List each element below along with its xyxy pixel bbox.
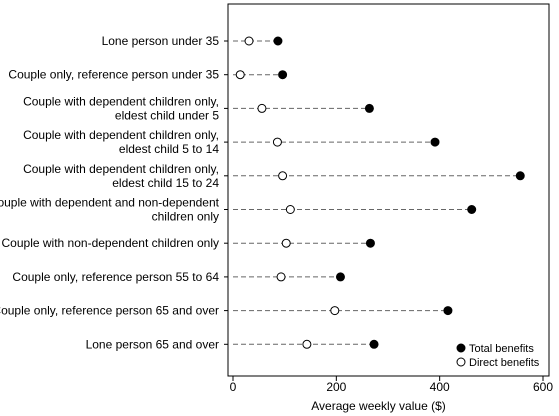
x-axis: 0 200 400 600 [230, 376, 553, 394]
direct-benefits-point [244, 36, 254, 46]
category-row: Couple with dependent children only, elde… [23, 128, 440, 156]
direct-benefits-point [272, 137, 282, 147]
category-label: Couple with dependent and non-dependent c… [0, 196, 220, 224]
direct-benefits-point [302, 339, 312, 349]
category-row: Couple only, reference person 65 and ove… [0, 304, 453, 318]
total-benefits-point [515, 171, 525, 181]
legend-marker [456, 357, 466, 367]
direct-benefits-point [235, 70, 245, 80]
category-label: Lone person 65 and over [86, 337, 219, 351]
total-benefits-point [443, 306, 453, 316]
total-benefits-point [335, 272, 345, 282]
category-row: Couple with dependent children only, elde… [23, 94, 374, 122]
category-row: Couple only, reference person under 35 [8, 68, 288, 82]
total-benefits-point [278, 70, 288, 80]
category-row: Couple only, reference person 55 to 64 [12, 270, 345, 284]
x-tick-label: 400 [430, 380, 450, 394]
category-label: Couple only, reference person under 35 [8, 68, 219, 82]
legend-direct-benefits: Direct benefits [456, 357, 540, 369]
x-axis-title: Average weekly value ($) [311, 399, 446, 413]
legend-total-benefits: Total benefits [456, 343, 534, 355]
direct-benefits-point [330, 306, 340, 316]
legend-label: Total benefits [469, 343, 534, 355]
category-row: Couple with non-dependent children only [2, 236, 375, 250]
direct-benefits-point [281, 238, 291, 248]
category-label: Couple with dependent children only, elde… [23, 128, 219, 156]
total-benefits-point [430, 137, 440, 147]
total-benefits-point [365, 238, 375, 248]
total-benefits-point [369, 339, 379, 349]
legend-label: Direct benefits [469, 357, 540, 369]
category-row: Lone person 65 and over [86, 337, 379, 351]
x-tick-label: 0 [230, 380, 237, 394]
category-row: Couple with dependent and non-dependent c… [0, 196, 477, 224]
legend-marker [456, 343, 466, 353]
x-tick-label: 200 [326, 380, 346, 394]
category-row: Couple with dependent children only, elde… [23, 162, 525, 190]
direct-benefits-point [278, 171, 288, 181]
direct-benefits-point [285, 205, 295, 214]
chart-rows: Lone person under 35 Couple only, referen… [0, 34, 525, 351]
total-benefits-point [467, 205, 477, 214]
plot-border [227, 3, 550, 377]
total-benefits-point [273, 36, 283, 46]
category-label: Lone person under 35 [102, 34, 220, 48]
category-label: Couple only, reference person 65 and ove… [0, 304, 219, 318]
category-label: Couple with non-dependent children only [2, 236, 219, 250]
category-row: Lone person under 35 [102, 34, 283, 48]
legend: Total benefits Direct benefits [456, 343, 540, 369]
category-label: Couple with dependent children only, elde… [23, 162, 219, 190]
category-label: Couple with dependent children only, elde… [23, 94, 219, 122]
direct-benefits-point [276, 272, 286, 282]
direct-benefits-point [257, 103, 267, 113]
x-tick-label: 600 [533, 380, 553, 394]
plot-frame [227, 3, 550, 377]
total-benefits-point [364, 103, 374, 113]
category-label: Couple only, reference person 55 to 64 [12, 270, 219, 284]
